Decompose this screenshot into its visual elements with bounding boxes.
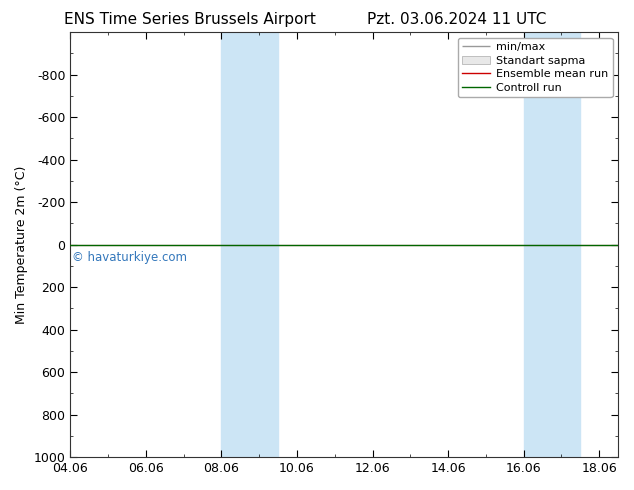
Text: ENS Time Series Brussels Airport: ENS Time Series Brussels Airport — [64, 12, 316, 27]
Y-axis label: Min Temperature 2m (°C): Min Temperature 2m (°C) — [15, 166, 28, 324]
Text: © havaturkiye.com: © havaturkiye.com — [72, 251, 187, 264]
Bar — [524, 32, 580, 457]
Bar — [221, 32, 278, 457]
Text: Pzt. 03.06.2024 11 UTC: Pzt. 03.06.2024 11 UTC — [367, 12, 546, 27]
Legend: min/max, Standart sapma, Ensemble mean run, Controll run: min/max, Standart sapma, Ensemble mean r… — [458, 38, 612, 97]
